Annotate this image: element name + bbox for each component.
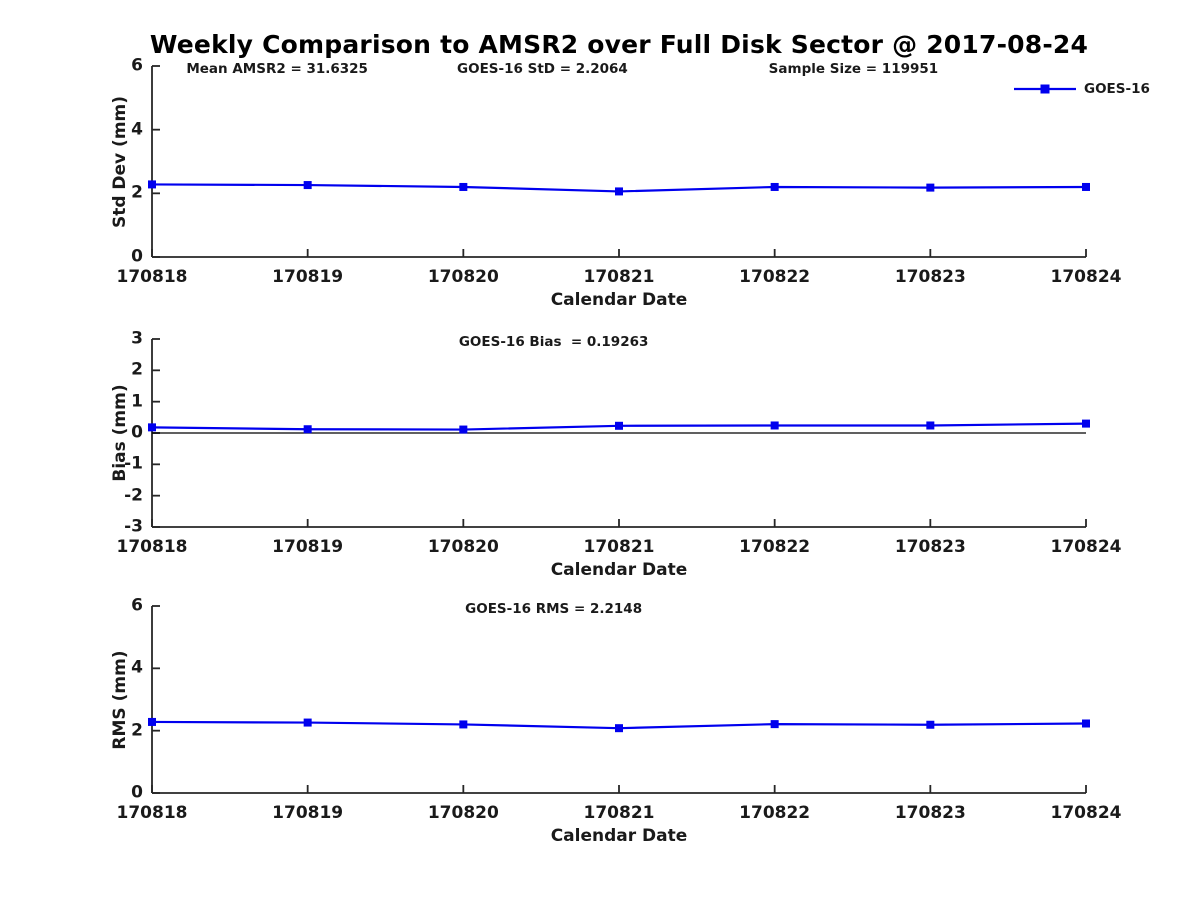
data-point-marker [615, 187, 623, 196]
x-tick-label: 170820 [427, 267, 499, 287]
x-tick-label: 170819 [272, 537, 344, 557]
chart-title: Weekly Comparison to AMSR2 over Full Dis… [149, 30, 1089, 59]
x-tick-label: 170824 [1050, 267, 1122, 287]
x-tick-label: 170824 [1050, 803, 1122, 823]
data-point-marker [926, 421, 935, 430]
y-tick-label: 4 [131, 119, 143, 140]
y-tick-label: 0 [131, 422, 143, 443]
y-tick-label: 6 [131, 55, 143, 76]
x-tick-label: 170823 [894, 267, 966, 287]
y-tick-label: 0 [131, 246, 143, 267]
x-tick-label: 170821 [583, 267, 655, 287]
stat-annotation: GOES-16 RMS = 2.2148 [465, 601, 643, 617]
x-axis-label: Calendar Date [550, 290, 688, 310]
x-tick-label: 170821 [583, 803, 655, 823]
data-point-marker [303, 425, 312, 434]
legend: GOES-16 [1013, 81, 1150, 97]
data-point-marker [1082, 182, 1090, 191]
y-axis-label: Std Dev (mm) [110, 95, 130, 228]
legend-marker [1040, 84, 1050, 94]
data-point-marker [1082, 419, 1090, 428]
y-tick-label: 4 [131, 657, 143, 678]
x-tick-label: 170820 [427, 803, 499, 823]
x-tick-label: 170818 [116, 267, 188, 287]
y-tick-label: -2 [124, 485, 143, 506]
data-point-marker [1082, 719, 1090, 728]
x-axis-label: Calendar Date [550, 560, 688, 580]
x-tick-label: 170819 [272, 267, 344, 287]
y-tick-label: 2 [131, 182, 143, 203]
x-tick-label: 170821 [583, 537, 655, 557]
x-tick-label: 170823 [894, 537, 966, 557]
y-tick-label: -1 [124, 453, 143, 474]
data-point-marker [615, 724, 623, 733]
data-point-marker [770, 421, 779, 430]
panel-rms [148, 605, 1090, 794]
y-tick-label: 2 [131, 720, 143, 741]
x-tick-label: 170823 [894, 803, 966, 823]
data-point-marker [770, 720, 779, 729]
data-point-marker [459, 720, 468, 729]
x-tick-label: 170818 [116, 803, 188, 823]
legend-label: GOES-16 [1084, 81, 1150, 97]
data-point-marker [303, 181, 312, 190]
data-point-marker [148, 423, 156, 432]
data-point-marker [148, 717, 156, 726]
y-tick-label: 1 [131, 391, 143, 412]
data-point-marker [926, 720, 935, 729]
y-tick-label: -3 [124, 516, 143, 537]
x-tick-label: 170822 [739, 267, 811, 287]
data-point-marker [459, 425, 468, 434]
stat-annotation: GOES-16 Bias = 0.19263 [458, 334, 649, 350]
y-tick-label: 6 [131, 595, 143, 616]
x-tick-label: 170822 [739, 537, 811, 557]
stat-annotation: Sample Size = 119951 [768, 61, 939, 77]
data-point-marker [459, 182, 468, 191]
legend-line-marker-icon [1014, 84, 1076, 94]
data-point-marker [303, 718, 312, 727]
y-tick-label: 0 [131, 782, 143, 803]
stat-annotation: GOES-16 StD = 2.2064 [457, 61, 628, 77]
y-axis-label: RMS (mm) [110, 649, 130, 750]
x-tick-label: 170824 [1050, 537, 1122, 557]
data-point-marker [148, 180, 156, 189]
y-tick-label: 3 [131, 328, 143, 349]
stat-annotation: Mean AMSR2 = 31.6325 [186, 61, 368, 77]
panel-std-dev [148, 65, 1090, 258]
data-point-marker [926, 183, 935, 192]
panel-bias [148, 338, 1090, 528]
y-axis-label: Bias (mm) [110, 384, 130, 482]
data-point-marker [615, 421, 623, 430]
y-tick-label: 2 [131, 359, 143, 380]
x-tick-label: 170822 [739, 803, 811, 823]
data-point-marker [770, 182, 779, 191]
x-axis-label: Calendar Date [550, 826, 688, 846]
x-tick-label: 170820 [427, 537, 499, 557]
x-tick-label: 170818 [116, 537, 188, 557]
x-tick-label: 170819 [272, 803, 344, 823]
